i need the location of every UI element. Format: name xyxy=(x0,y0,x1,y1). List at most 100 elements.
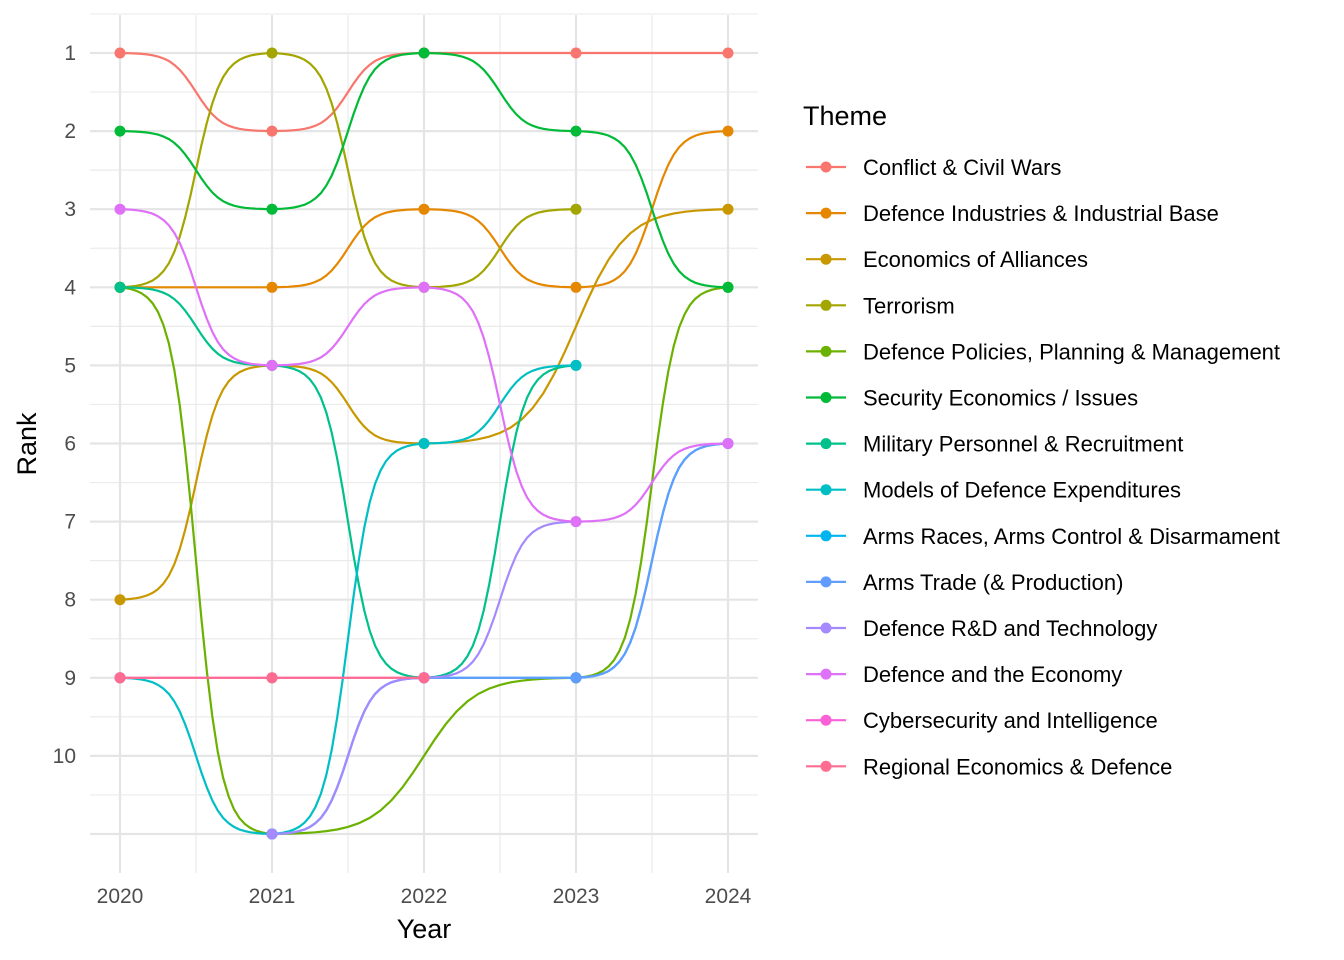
data-point xyxy=(570,516,582,528)
data-point xyxy=(418,281,430,293)
legend-item: Defence Policies, Planning & Management xyxy=(806,339,1280,364)
data-point xyxy=(570,203,582,215)
legend-item: Arms Races, Arms Control & Disarmament xyxy=(806,524,1280,549)
legend-title: Theme xyxy=(803,101,887,131)
legend-label: Regional Economics & Defence xyxy=(863,754,1172,779)
data-point xyxy=(114,47,126,59)
data-point xyxy=(570,125,582,137)
legend-key-point xyxy=(820,299,832,311)
series-line xyxy=(119,286,577,679)
data-point xyxy=(570,281,582,293)
legend-key-point xyxy=(820,392,832,403)
legend: Theme Conflict & Civil Wars Defence Indus… xyxy=(803,101,1280,779)
legend-item: Military Personnel & Recruitment xyxy=(806,432,1183,457)
legend-label: Models of Defence Expenditures xyxy=(863,478,1181,503)
data-point xyxy=(418,672,430,684)
legend-key-point xyxy=(820,714,832,726)
legend-key-point xyxy=(820,622,832,634)
legend-key-point xyxy=(820,207,832,219)
data-point xyxy=(418,203,430,215)
data-point xyxy=(114,281,126,293)
data-point xyxy=(570,359,582,371)
data-point xyxy=(722,47,734,59)
data-point xyxy=(722,281,734,293)
legend-label: Arms Races, Arms Control & Disarmament xyxy=(863,524,1280,549)
series-13 xyxy=(114,672,430,684)
y-tick-label: 10 xyxy=(53,745,76,768)
y-axis-title: Rank xyxy=(12,412,42,476)
data-point xyxy=(266,359,278,371)
legend-item: Arms Trade (& Production) xyxy=(806,570,1123,595)
data-point xyxy=(418,438,430,449)
x-tick-label: 2022 xyxy=(401,885,448,908)
data-point xyxy=(418,47,430,59)
data-point xyxy=(266,828,278,840)
x-tick-label: 2021 xyxy=(249,885,296,908)
legend-key-point xyxy=(820,760,832,772)
y-tick-label: 1 xyxy=(64,42,76,65)
legend-key-point xyxy=(820,438,832,450)
data-point xyxy=(266,281,278,293)
x-tick-label: 2023 xyxy=(553,885,600,908)
y-tick-label: 9 xyxy=(64,667,76,690)
legend-item: Economics of Alliances xyxy=(806,247,1088,272)
x-tick-label: 2024 xyxy=(705,885,752,908)
data-point xyxy=(722,125,734,137)
data-point xyxy=(266,47,278,59)
legend-item: Defence R&D and Technology xyxy=(806,616,1157,641)
series-1 xyxy=(114,125,734,293)
legend-key-point xyxy=(820,253,832,265)
legend-label: Defence R&D and Technology xyxy=(863,616,1157,641)
y-tick-label: 3 xyxy=(64,198,76,221)
y-tick-label: 2 xyxy=(64,120,76,143)
series-line xyxy=(119,208,729,601)
legend-label: Economics of Alliances xyxy=(863,247,1088,272)
legend-label: Conflict & Civil Wars xyxy=(863,155,1061,180)
data-point xyxy=(266,672,278,684)
legend-label: Arms Trade (& Production) xyxy=(863,570,1123,595)
legend-label: Terrorism xyxy=(863,293,955,318)
y-tick-label: 8 xyxy=(64,589,76,612)
legend-item: Regional Economics & Defence xyxy=(806,754,1172,779)
legend-item: Cybersecurity and Intelligence xyxy=(806,708,1158,733)
y-tick-label: 7 xyxy=(64,511,76,534)
legend-item: Models of Defence Expenditures xyxy=(806,478,1181,503)
series-11 xyxy=(114,203,734,528)
data-point xyxy=(114,203,126,215)
y-tick-label: 4 xyxy=(64,276,76,299)
legend-item: Security Economics / Issues xyxy=(806,386,1138,411)
legend-key-point xyxy=(820,484,832,496)
legend-label: Cybersecurity and Intelligence xyxy=(863,708,1158,733)
legend-key-point xyxy=(820,345,832,357)
x-axis-title: Year xyxy=(397,914,452,944)
x-axis-ticks: 2020 2021 2022 2023 2024 xyxy=(97,885,752,908)
legend-item: Defence Industries & Industrial Base xyxy=(806,201,1219,226)
data-point xyxy=(570,47,582,59)
legend-key-point xyxy=(820,576,832,588)
plot-panel xyxy=(90,13,758,873)
series-5 xyxy=(114,47,734,293)
data-point xyxy=(266,125,278,137)
legend-label: Defence Industries & Industrial Base xyxy=(863,201,1219,226)
y-tick-label: 5 xyxy=(64,354,76,377)
data-point xyxy=(722,438,734,449)
x-tick-label: 2020 xyxy=(97,885,144,908)
data-point xyxy=(266,203,278,215)
legend-key-point xyxy=(820,668,832,680)
legend-item: Terrorism xyxy=(806,293,955,318)
data-point xyxy=(114,672,126,684)
data-point xyxy=(114,594,126,606)
y-tick-label: 6 xyxy=(64,433,76,456)
y-axis-ticks: 1 2 3 4 5 6 7 8 9 10 xyxy=(53,42,77,768)
legend-label: Security Economics / Issues xyxy=(863,386,1138,411)
data-point xyxy=(722,203,734,215)
legend-label: Defence and the Economy xyxy=(863,662,1122,687)
legend-item: Conflict & Civil Wars xyxy=(806,155,1061,180)
legend-key-point xyxy=(820,530,832,542)
data-point xyxy=(114,125,126,137)
legend-item: Defence and the Economy xyxy=(806,662,1122,687)
legend-key-point xyxy=(820,161,832,173)
legend-label: Defence Policies, Planning & Management xyxy=(863,339,1280,364)
data-point xyxy=(570,672,582,684)
